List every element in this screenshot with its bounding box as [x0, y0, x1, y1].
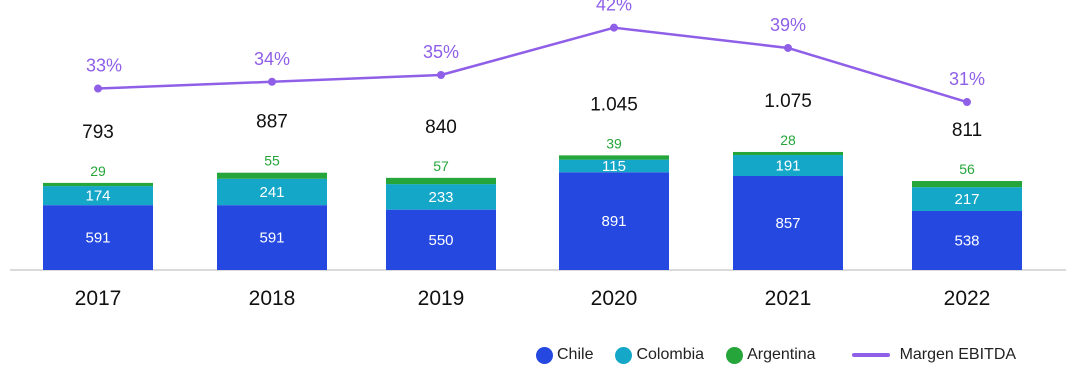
total-label-2017: 793 [82, 122, 114, 143]
bar-colombia-2022 [912, 187, 1022, 211]
legend-item-margen: Margen EBITDA [838, 346, 1016, 364]
legend-swatch-argentina [726, 346, 744, 364]
bar-label-argentina-2017: 29 [90, 163, 106, 179]
bar-colombia-2017 [43, 186, 153, 206]
bar-colombia-2019 [386, 184, 496, 210]
legend-item-colombia: Colombia [615, 346, 704, 364]
bar-label-chile-2020: 891 [601, 213, 626, 230]
bar-chile-2019 [386, 209, 496, 270]
bar-label-chile-2022: 538 [954, 232, 979, 249]
legend: Chile Colombia Argentina Margen EBITDA [536, 346, 1038, 364]
bar-label-argentina-2021: 28 [780, 132, 796, 148]
x-tick-label-2018: 2018 [249, 287, 296, 310]
margen-ebitda-label-2019: 35% [423, 42, 459, 62]
bar-label-colombia-2022: 217 [954, 191, 979, 208]
bar-argentina-2021 [733, 151, 843, 156]
x-tick-label-2017: 2017 [75, 287, 122, 310]
legend-label-colombia: Colombia [636, 346, 705, 363]
legend-swatch-margen [851, 353, 890, 357]
margen-ebitda-label-2021: 39% [770, 15, 806, 35]
bar-argentina-2020 [559, 155, 669, 160]
total-label-2022: 811 [952, 120, 982, 141]
bar-label-chile-2017: 591 [85, 230, 110, 247]
bar-colombia-2020 [559, 159, 669, 173]
margen-ebitda-line [97, 26, 968, 104]
legend-swatch-colombia [615, 346, 633, 364]
legend-label-margen: Margen EBITDA [899, 346, 1017, 363]
margen-ebitda-point-2017 [94, 84, 102, 93]
bar-chile-2022 [912, 210, 1022, 270]
bar-argentina-2017 [43, 182, 153, 187]
bar-label-argentina-2022: 56 [959, 161, 975, 177]
legend-label-argentina: Argentina [747, 346, 816, 363]
x-tick-label-2021: 2021 [765, 287, 812, 310]
bar-argentina-2018 [217, 172, 327, 179]
bar-label-chile-2018: 591 [259, 230, 284, 247]
bar-chile-2020 [559, 172, 669, 270]
bar-chile-2017 [43, 205, 153, 270]
total-label-2018: 887 [256, 112, 288, 133]
bar-label-argentina-2020: 39 [606, 135, 622, 151]
margen-ebitda-label-2020: 42% [596, 0, 632, 15]
margen-ebitda-point-2018 [268, 77, 276, 86]
total-label-2019: 840 [425, 117, 457, 138]
bar-label-chile-2019: 550 [428, 232, 453, 249]
bar-label-chile-2021: 857 [775, 215, 800, 232]
x-tick-label-2019: 2019 [418, 287, 465, 310]
legend-label-chile: Chile [557, 346, 594, 363]
x-tick-label-2020: 2020 [591, 287, 638, 310]
bar-label-argentina-2019: 57 [433, 158, 449, 174]
margen-ebitda-point-2022 [963, 98, 971, 107]
bar-label-colombia-2017: 174 [85, 188, 110, 205]
bar-colombia-2021 [733, 155, 843, 176]
margen-ebitda-label-2022: 31% [949, 69, 985, 89]
margen-ebitda-label-2017: 33% [86, 56, 122, 76]
bar-label-colombia-2020: 115 [602, 158, 626, 175]
margen-ebitda-point-2021 [784, 43, 792, 52]
bar-argentina-2019 [386, 177, 496, 185]
bar-label-colombia-2021: 191 [775, 158, 800, 175]
bar-chile-2018 [217, 205, 327, 270]
bar-label-colombia-2019: 233 [428, 189, 453, 206]
total-label-2021: 1.075 [764, 91, 812, 112]
margen-ebitda-point-2020 [610, 23, 618, 32]
margen-ebitda-label-2018: 34% [254, 49, 290, 69]
legend-item-chile: Chile [536, 346, 593, 364]
bar-label-argentina-2018: 55 [264, 153, 280, 169]
x-tick-label-2022: 2022 [944, 287, 991, 310]
legend-item-argentina: Argentina [726, 346, 816, 364]
total-label-2020: 1.045 [590, 94, 638, 115]
bar-chile-2021 [733, 175, 843, 270]
legend-swatch-chile [536, 346, 553, 364]
bar-label-colombia-2018: 241 [259, 184, 284, 201]
margen-ebitda-point-2019 [437, 71, 445, 79]
bar-colombia-2018 [217, 178, 327, 206]
bar-argentina-2022 [912, 181, 1022, 188]
